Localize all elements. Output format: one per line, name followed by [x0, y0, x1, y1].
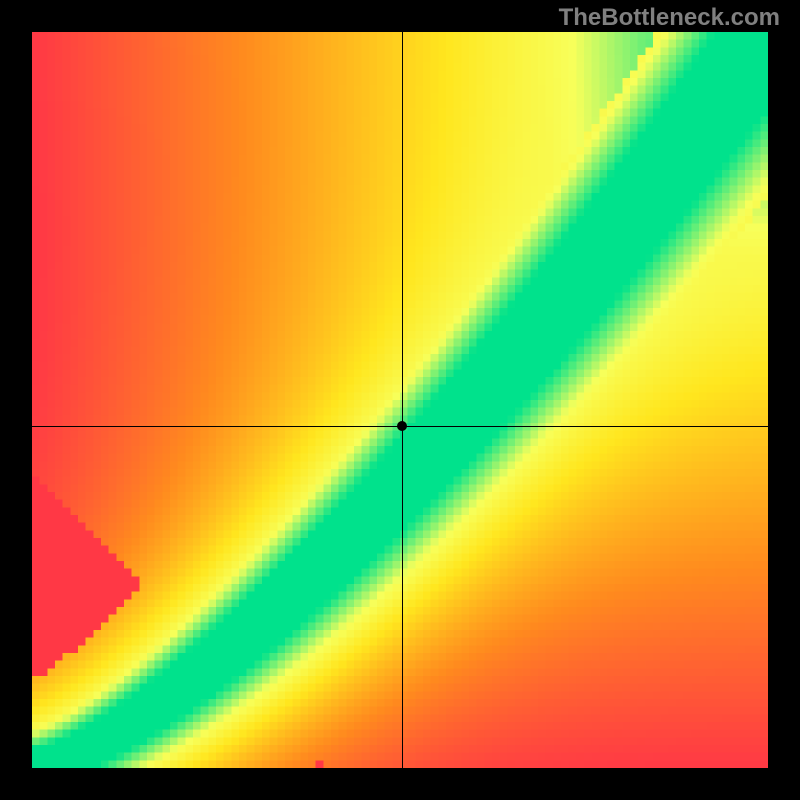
watermark-text: TheBottleneck.com — [559, 4, 780, 32]
crosshair-vertical — [402, 32, 403, 768]
bottleneck-heatmap — [32, 32, 768, 768]
